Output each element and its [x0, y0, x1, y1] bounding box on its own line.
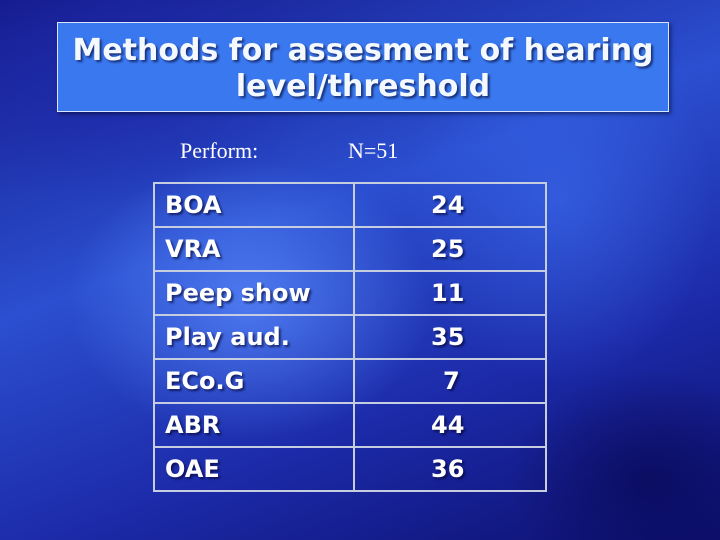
method-cell: ECo.G	[153, 358, 355, 404]
count-cell: 25	[353, 226, 547, 272]
perform-label: Perform:	[180, 138, 259, 163]
method-cell: Play aud.	[153, 314, 355, 360]
count-cell: 36	[353, 446, 547, 492]
table-row: Play aud. 35	[153, 314, 547, 360]
method-cell: VRA	[153, 226, 355, 272]
count-cell: 35	[353, 314, 547, 360]
method-cell: OAE	[153, 446, 355, 492]
table-row: Peep show 11	[153, 270, 547, 316]
table-row: OAE 36	[153, 446, 547, 492]
table-row: ABR 44	[153, 402, 547, 448]
methods-table: BOA 24 VRA 25 Peep show 11 Play aud. 35 …	[153, 182, 547, 492]
title-box: Methods for assesment of hearing level/t…	[57, 22, 669, 112]
table-row: VRA 25	[153, 226, 547, 272]
count-cell: 44	[353, 402, 547, 448]
sample-size-label: N=51	[348, 138, 399, 163]
count-cell: 7	[353, 358, 547, 404]
table-row: BOA 24	[153, 182, 547, 228]
count-cell: 11	[353, 270, 547, 316]
title-line-2: level/threshold	[235, 69, 491, 104]
table-row: ECo.G 7	[153, 358, 547, 404]
slide-title: Methods for assesment of hearing level/t…	[58, 33, 668, 105]
method-cell: Peep show	[153, 270, 355, 316]
count-cell: 24	[353, 182, 547, 228]
method-cell: ABR	[153, 402, 355, 448]
method-cell: BOA	[153, 182, 355, 228]
title-line-1: Methods for assesment of hearing	[72, 33, 654, 68]
